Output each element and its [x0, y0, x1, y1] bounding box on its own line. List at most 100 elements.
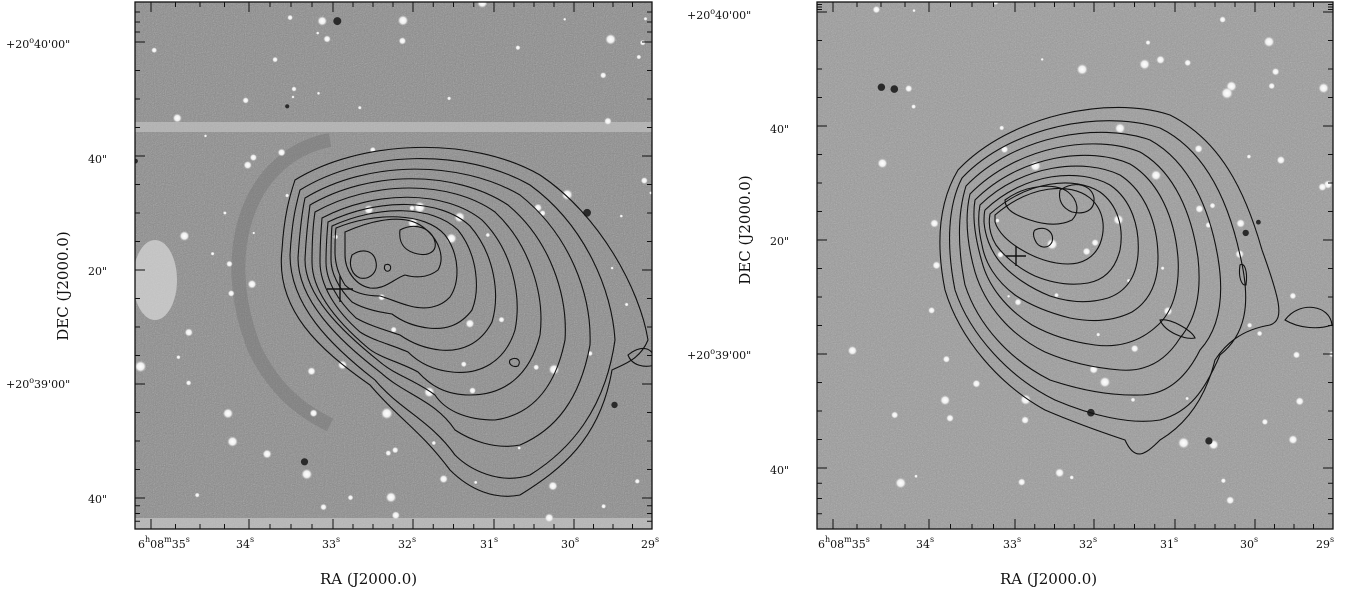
left-ytick-4: 40" — [88, 493, 107, 506]
star — [877, 158, 888, 169]
star — [347, 494, 354, 501]
right-y-axis-label: DEC (J2000.0) — [736, 175, 754, 284]
right-x-tick-labels: 6h08m35s 34s 33s 32s 31s 30s 29s — [818, 535, 1334, 551]
right-xtick-1: 34s — [916, 535, 934, 551]
star — [223, 211, 227, 215]
star — [1276, 155, 1286, 165]
star — [194, 492, 200, 498]
star — [636, 54, 642, 60]
star — [176, 355, 181, 360]
star — [1220, 478, 1227, 484]
star — [380, 407, 393, 420]
dark-spot — [877, 83, 886, 91]
star — [1021, 416, 1030, 425]
star — [301, 468, 313, 480]
dark-spot — [300, 458, 309, 466]
star — [604, 117, 612, 126]
left-y-axis-label: DEC (J2000.0) — [54, 231, 72, 340]
star — [272, 56, 278, 63]
right-ytick-0: +20o40'00" — [687, 7, 751, 22]
star — [407, 217, 419, 229]
right-y-tick-labels: +20o40'00" 40" 20" +20o39'00" 40" — [687, 7, 789, 477]
left-xtick-3: 32s — [398, 535, 416, 551]
star — [1271, 67, 1280, 76]
star — [1046, 238, 1058, 250]
left-xtick-2: 33s — [322, 535, 340, 551]
star — [904, 84, 913, 93]
star — [287, 14, 293, 21]
left-ytick-0: +20o40'00" — [6, 36, 70, 51]
star — [643, 16, 648, 21]
star — [247, 279, 257, 289]
star — [1236, 218, 1246, 228]
dark-spot — [333, 17, 342, 26]
star — [203, 134, 208, 138]
star — [243, 160, 252, 170]
star — [1268, 82, 1276, 90]
star — [601, 503, 607, 509]
star — [277, 148, 286, 157]
dark-spot — [1205, 437, 1213, 445]
star — [291, 86, 297, 92]
star — [1318, 182, 1327, 192]
right-x-axis-label: RA (J2000.0) — [1000, 570, 1097, 588]
dark-spot — [890, 85, 899, 93]
left-xtick-4: 31s — [480, 535, 498, 551]
left-xtick-5: 30s — [561, 535, 579, 551]
star — [385, 491, 397, 503]
right-xtick-0: 6h08m35s — [818, 535, 870, 551]
right-ytick-4: 40" — [770, 464, 789, 477]
star — [1185, 396, 1189, 401]
right-ytick-3: +20o39'00" — [687, 347, 751, 362]
star — [548, 481, 558, 491]
star — [469, 387, 476, 395]
star — [1145, 40, 1151, 46]
star — [544, 513, 554, 523]
star — [1261, 418, 1269, 426]
star — [932, 261, 941, 270]
dark-spot — [611, 401, 618, 409]
star — [946, 414, 954, 423]
star — [210, 251, 215, 256]
star — [1318, 82, 1329, 94]
star — [1069, 475, 1074, 480]
dark-spot — [1256, 219, 1261, 225]
star — [460, 361, 467, 368]
star — [151, 47, 158, 54]
star — [561, 189, 573, 201]
star — [1130, 397, 1136, 403]
star — [1194, 144, 1203, 153]
right-xtick-6: 29s — [1316, 535, 1334, 551]
star — [316, 91, 321, 96]
star — [1054, 468, 1065, 478]
star — [185, 380, 192, 386]
star — [413, 201, 426, 214]
star — [911, 104, 917, 110]
star — [1139, 58, 1150, 70]
star — [1246, 154, 1252, 159]
star — [1076, 63, 1088, 75]
star — [942, 355, 951, 363]
star — [1184, 59, 1192, 67]
star — [307, 367, 316, 376]
star — [252, 231, 256, 235]
right-contours — [939, 106, 1333, 455]
right-ytick-2: 20" — [770, 235, 789, 248]
left-cross-marker — [327, 276, 353, 302]
star — [391, 511, 400, 520]
star — [914, 474, 918, 479]
star — [249, 153, 258, 162]
dark-spot — [1242, 229, 1249, 237]
star — [398, 37, 407, 45]
star — [226, 260, 233, 268]
star — [1020, 394, 1032, 406]
star — [447, 96, 452, 101]
star — [1082, 247, 1091, 256]
star — [465, 319, 475, 329]
star — [439, 474, 448, 484]
star — [1114, 123, 1126, 134]
star — [1150, 170, 1162, 181]
right-xtick-3: 32s — [1079, 535, 1097, 551]
star — [320, 503, 327, 511]
